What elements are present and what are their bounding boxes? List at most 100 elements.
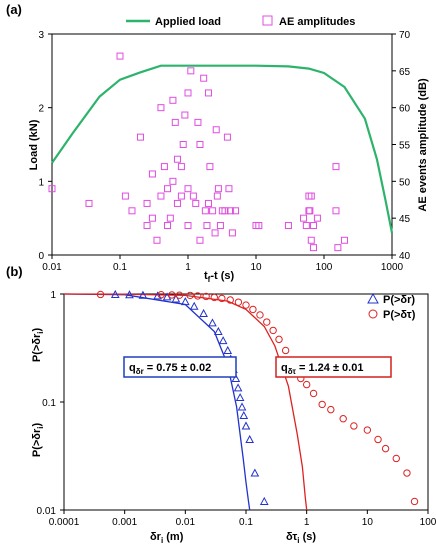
b-xtick-label: 0.01 <box>176 517 196 528</box>
ae-point <box>200 74 208 82</box>
b-ytick-label: 0.01 <box>37 506 57 517</box>
a-y2tick-label: 45 <box>399 214 411 225</box>
dr-point <box>125 290 134 299</box>
q-dr-q: q <box>129 362 136 374</box>
ae-point <box>143 199 151 207</box>
q-dr-box <box>123 356 237 378</box>
ae-point <box>128 207 136 215</box>
ae-point <box>300 214 308 222</box>
ae-point <box>173 199 181 207</box>
panel-b-xlabel-left-main: δr <box>150 531 162 543</box>
ae-point <box>153 236 161 244</box>
dt-point <box>168 291 176 299</box>
dr-point <box>223 345 233 354</box>
q-dt-box <box>275 356 392 378</box>
ae-point <box>166 214 174 222</box>
b-xtick-label: 100 <box>420 517 436 528</box>
ae-point <box>148 170 156 178</box>
dt-point <box>96 290 105 299</box>
ae-point <box>302 222 310 230</box>
panel-a-label: (a) <box>6 2 22 17</box>
dt-point <box>263 318 271 326</box>
b-xtick-label: 0.001 <box>112 517 137 528</box>
ae-point <box>228 229 236 237</box>
dr-point <box>208 318 217 327</box>
dt-point <box>210 293 218 302</box>
a-ytick-label: 3 <box>38 30 44 41</box>
ae-point <box>164 185 172 193</box>
a-xtick-label: 100 <box>316 262 333 273</box>
dt-point <box>309 389 318 398</box>
dt-point <box>157 291 165 299</box>
ae-point <box>284 222 292 230</box>
panel-b-fit-lines <box>63 293 308 511</box>
q-dt-text: qδτ = 1.24 ± 0.01 <box>281 362 363 376</box>
ae-point <box>221 207 229 215</box>
b-xtick-label: 0.1 <box>239 517 253 528</box>
dt-point <box>202 292 210 301</box>
q-dr-sub: δr <box>136 367 144 376</box>
a-y2tick-label: 50 <box>399 177 411 188</box>
a-ytick-label: 0 <box>38 251 44 262</box>
q-dr-value: = 0.75 ± 0.02 <box>144 362 212 374</box>
dt-point <box>363 426 372 434</box>
ae-point <box>305 192 313 200</box>
load-line <box>51 64 394 234</box>
ae-point <box>334 244 342 252</box>
b-xtick-label: 1 <box>304 517 310 528</box>
panel-b-xlabel-left-rest: (m) <box>163 531 184 543</box>
panel-a-xlabel-sub: f <box>208 275 211 284</box>
ae-point <box>189 192 197 200</box>
legend-ae-label: AE amplitudes <box>279 16 355 28</box>
dr-point <box>110 289 120 298</box>
dt-point <box>175 291 184 299</box>
ae-point <box>160 163 168 171</box>
ae-point <box>212 126 220 134</box>
ae-point <box>306 207 314 215</box>
panel-a-y2-ticks: 40 45 50 55 60 65 70 <box>392 30 411 262</box>
legend-dr-marker <box>367 292 379 304</box>
ae-point <box>216 222 224 230</box>
ae-point <box>164 222 172 230</box>
dt-point <box>226 296 234 304</box>
panel-b-xlabel-left: δri (m) <box>150 531 184 545</box>
panel-b-xlabel-right-sub: i <box>297 536 299 545</box>
a-xtick-label: 1 <box>185 262 191 273</box>
dt-point <box>242 301 250 309</box>
panel-b-x-ticks: 0.0001 0.001 0.01 0.1 1 10 100 <box>49 510 436 528</box>
dr-point <box>199 308 208 317</box>
dt-point <box>256 311 264 319</box>
dt-point <box>381 444 390 453</box>
ae-point <box>177 192 185 200</box>
panel-b-xlabel-right-main: δτ <box>286 531 297 543</box>
a-y2tick-label: 55 <box>399 141 411 152</box>
dt-point <box>302 380 311 389</box>
ae-point <box>169 177 177 185</box>
ae-point <box>214 185 222 193</box>
panel-b-ylabel-upper: P(>δri) <box>31 328 45 363</box>
dr-point <box>237 402 247 411</box>
ae-point <box>192 199 200 207</box>
dr-point <box>241 421 251 430</box>
dr-point <box>233 383 243 392</box>
ae-point <box>194 118 202 126</box>
ae-point <box>340 236 348 244</box>
ae-point <box>309 244 317 252</box>
dt-point <box>339 415 347 423</box>
panel-a-xlabel: tf-t (s) <box>204 270 235 284</box>
ae-point <box>48 185 56 193</box>
dt-point <box>403 469 411 477</box>
a-xtick-label: 1000 <box>381 262 404 273</box>
panel-b-ylabel-upper-main: P(>δr <box>31 333 43 362</box>
dr-point <box>245 434 255 443</box>
ae-point <box>307 192 315 200</box>
legend-load-label: Applied load <box>155 16 221 28</box>
ae-point <box>148 214 156 222</box>
ae-point <box>184 222 192 230</box>
ae-point <box>307 236 315 244</box>
dt-point <box>234 298 243 306</box>
legend-ae-swatch <box>262 15 273 26</box>
dr-point <box>189 301 199 310</box>
panel-a-scatter-ae <box>48 52 348 252</box>
